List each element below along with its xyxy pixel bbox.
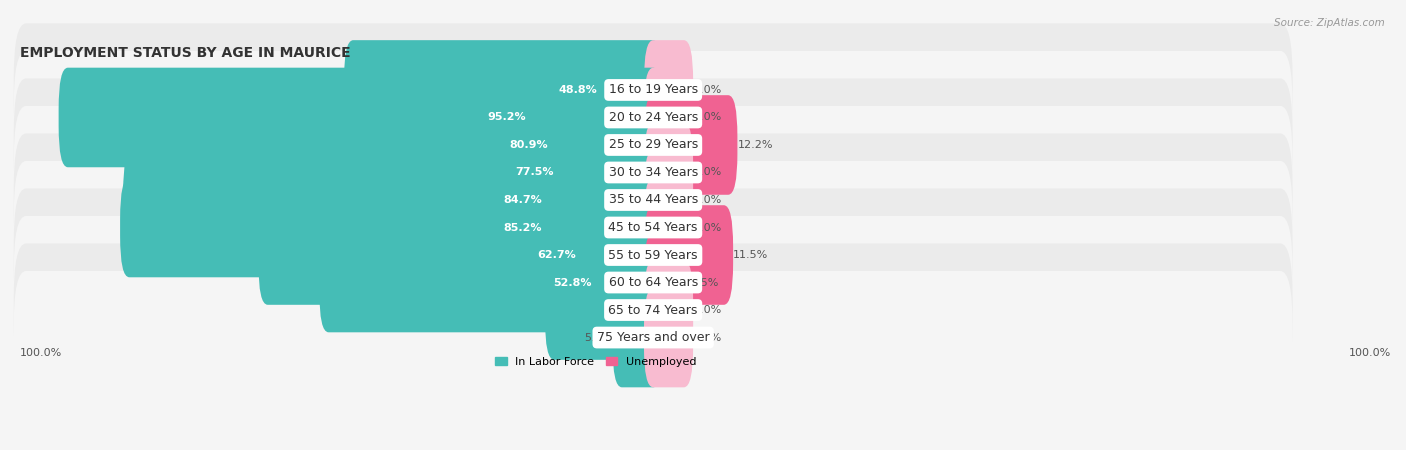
- Text: 0.0%: 0.0%: [693, 85, 721, 95]
- Text: 100.0%: 100.0%: [20, 348, 62, 358]
- Legend: In Labor Force, Unemployed: In Labor Force, Unemployed: [491, 352, 700, 372]
- FancyBboxPatch shape: [167, 123, 662, 222]
- Text: 11.5%: 11.5%: [733, 250, 768, 260]
- FancyBboxPatch shape: [14, 78, 1292, 212]
- FancyBboxPatch shape: [14, 189, 1292, 322]
- Text: 4.5%: 4.5%: [690, 278, 718, 288]
- Text: 84.7%: 84.7%: [503, 195, 543, 205]
- FancyBboxPatch shape: [14, 106, 1292, 239]
- Text: 45 to 54 Years: 45 to 54 Years: [609, 221, 697, 234]
- FancyBboxPatch shape: [644, 205, 733, 305]
- FancyBboxPatch shape: [644, 150, 693, 250]
- FancyBboxPatch shape: [319, 233, 662, 332]
- Text: 25 to 29 Years: 25 to 29 Years: [609, 139, 697, 152]
- FancyBboxPatch shape: [259, 205, 662, 305]
- Text: 75 Years and over: 75 Years and over: [598, 331, 710, 344]
- FancyBboxPatch shape: [613, 288, 662, 387]
- FancyBboxPatch shape: [146, 95, 662, 195]
- FancyBboxPatch shape: [14, 51, 1292, 184]
- Text: 48.8%: 48.8%: [558, 85, 598, 95]
- Text: 0.0%: 0.0%: [693, 112, 721, 122]
- FancyBboxPatch shape: [546, 260, 662, 360]
- FancyBboxPatch shape: [14, 23, 1292, 157]
- FancyBboxPatch shape: [120, 178, 662, 277]
- FancyBboxPatch shape: [14, 271, 1292, 404]
- Text: 0.0%: 0.0%: [693, 167, 721, 177]
- Text: 52.8%: 52.8%: [553, 278, 592, 288]
- Text: 20 to 24 Years: 20 to 24 Years: [609, 111, 697, 124]
- Text: 12.2%: 12.2%: [737, 140, 773, 150]
- Text: 60 to 64 Years: 60 to 64 Years: [609, 276, 697, 289]
- Text: 55 to 59 Years: 55 to 59 Years: [609, 248, 697, 261]
- FancyBboxPatch shape: [644, 40, 693, 140]
- Text: 95.2%: 95.2%: [488, 112, 526, 122]
- FancyBboxPatch shape: [344, 40, 662, 140]
- FancyBboxPatch shape: [14, 216, 1292, 349]
- FancyBboxPatch shape: [644, 178, 693, 277]
- Text: Source: ZipAtlas.com: Source: ZipAtlas.com: [1274, 18, 1385, 28]
- FancyBboxPatch shape: [644, 260, 693, 360]
- Text: 62.7%: 62.7%: [537, 250, 576, 260]
- FancyBboxPatch shape: [644, 95, 737, 195]
- Text: 0.0%: 0.0%: [693, 305, 721, 315]
- Text: 80.9%: 80.9%: [509, 140, 548, 150]
- Text: 100.0%: 100.0%: [1348, 348, 1391, 358]
- FancyBboxPatch shape: [644, 288, 693, 387]
- Text: 35 to 44 Years: 35 to 44 Years: [609, 194, 697, 207]
- Text: 16 to 19 Years: 16 to 19 Years: [609, 83, 697, 96]
- Text: 0.0%: 0.0%: [693, 333, 721, 342]
- Text: 0.0%: 0.0%: [693, 222, 721, 233]
- FancyBboxPatch shape: [124, 150, 662, 250]
- Text: 0.0%: 0.0%: [693, 195, 721, 205]
- FancyBboxPatch shape: [644, 68, 693, 167]
- FancyBboxPatch shape: [644, 123, 693, 222]
- Text: 85.2%: 85.2%: [503, 222, 541, 233]
- Text: 16.1%: 16.1%: [609, 305, 648, 315]
- Text: 5.1%: 5.1%: [585, 333, 613, 342]
- Text: 77.5%: 77.5%: [515, 167, 554, 177]
- Text: 65 to 74 Years: 65 to 74 Years: [609, 304, 697, 316]
- Text: 30 to 34 Years: 30 to 34 Years: [609, 166, 697, 179]
- FancyBboxPatch shape: [14, 243, 1292, 377]
- FancyBboxPatch shape: [59, 68, 662, 167]
- FancyBboxPatch shape: [644, 233, 690, 332]
- FancyBboxPatch shape: [14, 134, 1292, 266]
- FancyBboxPatch shape: [14, 161, 1292, 294]
- Text: EMPLOYMENT STATUS BY AGE IN MAURICE: EMPLOYMENT STATUS BY AGE IN MAURICE: [20, 46, 350, 60]
